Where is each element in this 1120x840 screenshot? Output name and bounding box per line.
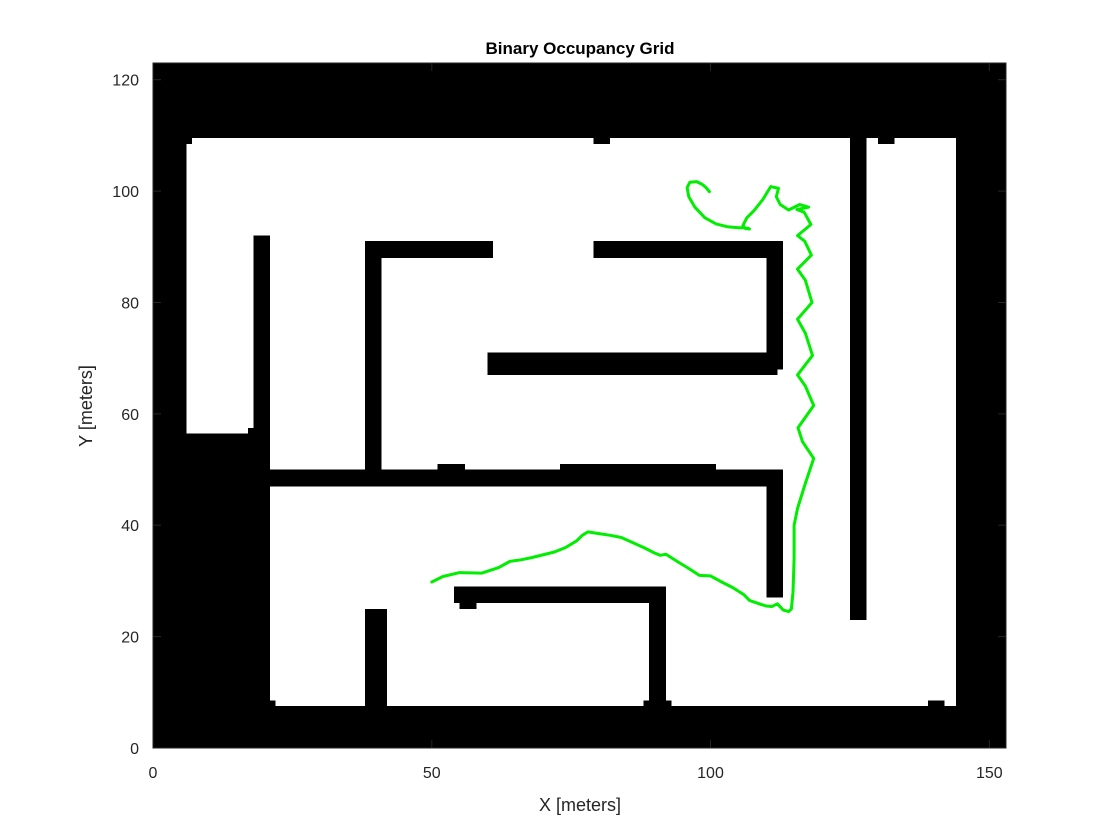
- x-tick-label: 50: [423, 765, 441, 782]
- free-space-layer: [186, 138, 956, 707]
- left-column-step: [247, 427, 254, 434]
- free-space-left-pocket: [186, 143, 195, 434]
- x-tick-label: 100: [697, 765, 724, 782]
- wall-bottom-inner-vertical: [649, 586, 666, 707]
- wall-long-horizontal: [487, 352, 778, 375]
- wall-bottom-left-post: [364, 608, 388, 748]
- wall-middle-bump-1: [437, 463, 466, 470]
- bottom-notch-1: [264, 700, 276, 707]
- free-space-main: [192, 138, 956, 707]
- wall-middle-bump-2: [559, 463, 717, 470]
- bottom-notch-2: [643, 700, 672, 707]
- wall-bottom-inner-bump: [459, 603, 477, 609]
- bottom-notch-3: [927, 700, 945, 707]
- wall-left-vertical: [253, 235, 271, 481]
- y-tick-label: 20: [121, 630, 139, 647]
- top-notch-1: [593, 138, 611, 144]
- x-tick-label: 150: [976, 765, 1003, 782]
- wall-top-left-horizontal: [364, 241, 494, 258]
- wall-bottom-inner-horizontal: [454, 586, 666, 604]
- x-axis-label: X [meters]: [539, 795, 621, 815]
- y-tick-label: 100: [112, 184, 139, 201]
- wall-top-right-horizontal: [593, 241, 783, 258]
- plot-area: [152, 62, 1007, 749]
- wall-right-vertical-upper: [766, 241, 783, 370]
- y-tick-label: 40: [121, 518, 139, 535]
- wall-right-vertical-lower: [766, 469, 783, 598]
- obstacle-layer: [192, 138, 945, 748]
- y-tick-label: 120: [112, 73, 139, 90]
- x-tick-label: 0: [149, 765, 158, 782]
- y-axis-label: Y [meters]: [76, 365, 96, 447]
- wall-inner-vertical: [364, 241, 382, 470]
- wall-far-right-vertical: [849, 138, 867, 620]
- axes-box: [152, 62, 1007, 749]
- wall-middle-horizontal: [270, 469, 784, 487]
- y-tick-label: 0: [130, 741, 139, 758]
- robot-path-line: [430, 180, 816, 614]
- tick-layer: 0 50 100 150 0 20 40 60 80 100 120: [112, 63, 1006, 782]
- y-tick-label: 60: [121, 407, 139, 424]
- y-tick-label: 80: [121, 296, 139, 313]
- chart-title: Binary Occupancy Grid: [486, 39, 675, 58]
- top-notch-2: [877, 138, 895, 144]
